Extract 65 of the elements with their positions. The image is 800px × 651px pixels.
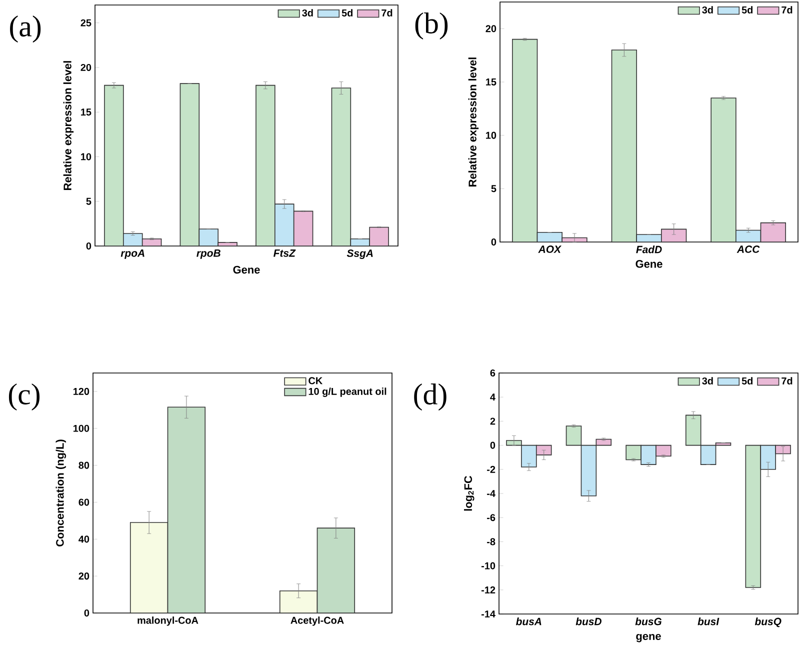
y-tick-label: 0 bbox=[84, 609, 90, 617]
y-tick-label: 2 bbox=[490, 418, 496, 425]
y-tick-label: 4 bbox=[490, 394, 496, 401]
legend-label: 7d bbox=[382, 9, 392, 16]
legend-label: CK bbox=[308, 377, 323, 384]
y-tick-label: 0 bbox=[490, 442, 496, 449]
y-tick-label: -12 bbox=[481, 586, 496, 594]
y-tick-label: 5 bbox=[491, 185, 496, 192]
legend-label: 3d bbox=[702, 6, 713, 14]
y-tick-label: 120 bbox=[73, 388, 90, 395]
text: (a) bbox=[10, 16, 41, 43]
x-tick-label: busI bbox=[698, 618, 720, 626]
y-tick-label: -4 bbox=[487, 490, 496, 497]
x-tick-label: busD bbox=[576, 618, 602, 626]
legend-label: 5d bbox=[742, 377, 753, 384]
y-tick-label: -8 bbox=[487, 538, 496, 546]
text: (b) bbox=[415, 12, 448, 40]
text: (d) bbox=[414, 384, 446, 411]
y-axis-title: log$_{2}$FC bbox=[464, 476, 474, 511]
x-tick-label: SsgA bbox=[346, 250, 373, 259]
y-tick-label: -2 bbox=[487, 466, 496, 473]
y-tick-label: 10 bbox=[81, 153, 92, 160]
y-tick-label: 15 bbox=[486, 78, 496, 86]
x-tick-label: malonyl-CoA bbox=[138, 616, 198, 626]
y-tick-label: 6 bbox=[490, 369, 496, 377]
y-tick-label: 60 bbox=[78, 498, 90, 506]
legend-label: 10 g/L peanut oil bbox=[308, 388, 386, 397]
x-tick-label: FadD bbox=[636, 246, 662, 254]
y-tick-label: 25 bbox=[80, 19, 92, 26]
y-tick-label: 20 bbox=[80, 64, 92, 71]
y-axis-title: Relative expression level bbox=[63, 61, 74, 190]
y-tick-label: 40 bbox=[78, 536, 90, 543]
y-tick-label: 5 bbox=[86, 198, 92, 205]
x-tick-label: busQ bbox=[754, 618, 782, 628]
y-tick-label: -14 bbox=[481, 610, 496, 618]
y-tick-label: 10 bbox=[486, 132, 496, 139]
x-tick-label: busG bbox=[635, 618, 662, 626]
x-tick-label: rpoA bbox=[120, 250, 144, 259]
x-tick-label: ACC bbox=[736, 246, 760, 253]
x-tick-label: AOX bbox=[538, 246, 562, 253]
x-tick-label: FtsZ bbox=[274, 250, 296, 257]
legend-label: 5d bbox=[742, 6, 753, 14]
x-axis-title: Gene bbox=[233, 266, 260, 274]
y-tick-label: 20 bbox=[78, 572, 90, 580]
legend-label: 7d bbox=[782, 6, 792, 14]
y-tick-label: 20 bbox=[486, 25, 496, 32]
x-tick-label: rpoB bbox=[196, 250, 220, 259]
y-tick-label: -6 bbox=[487, 514, 496, 522]
legend-label: 3d bbox=[302, 9, 313, 17]
legend-label: 7d bbox=[782, 377, 792, 384]
y-tick-label: 0 bbox=[86, 242, 92, 250]
text: (c) bbox=[8, 383, 40, 411]
x-tick-label: Acetyl-CoA bbox=[290, 616, 344, 626]
x-axis-title: Gene bbox=[636, 260, 662, 268]
y-tick-label: 0 bbox=[491, 238, 496, 246]
y-tick-label: 80 bbox=[78, 462, 90, 469]
y-tick-label: 100 bbox=[73, 424, 90, 432]
legend-label: 5d bbox=[342, 9, 353, 16]
y-tick-label: 15 bbox=[81, 108, 92, 116]
x-axis-title: gene bbox=[636, 634, 661, 642]
y-axis-title: Relative expression level bbox=[468, 58, 479, 186]
y-axis-title: Concentration (ng/L) bbox=[56, 440, 66, 546]
y-tick-label: -10 bbox=[481, 562, 496, 570]
x-tick-label: busA bbox=[516, 618, 542, 626]
legend-label: 3d bbox=[702, 377, 713, 385]
